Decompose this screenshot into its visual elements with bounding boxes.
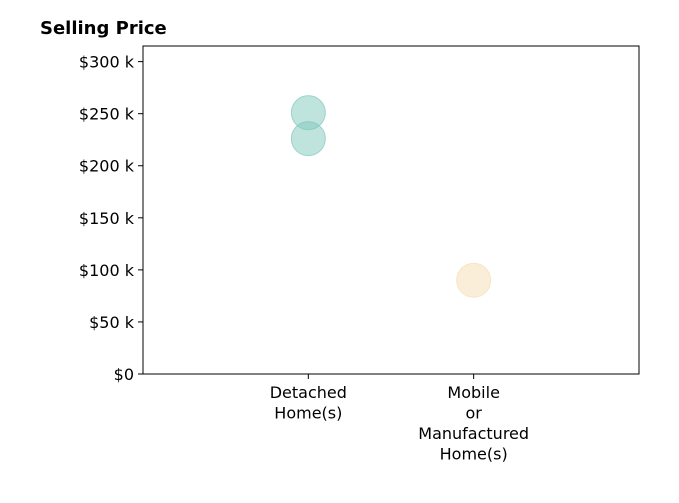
scatter-points [290,95,492,298]
y-tick-label: $300 k [79,53,135,72]
x-tick-label-line: Manufactured [418,424,529,443]
x-tick-label-line: Mobile [447,383,499,402]
x-tick-label-line: Detached [270,383,347,402]
y-tick-label: $150 k [79,209,135,228]
data-point [290,121,326,157]
x-tick-label-line: or [465,404,482,423]
data-point [456,262,492,298]
y-tick-label: $200 k [79,157,135,176]
y-tick-label: $100 k [79,261,135,280]
plot-frame [142,45,640,375]
x-tick-label-line: Home(s) [274,404,342,423]
y-axis: $0 $50 k $100 k $150 k $200 k $250 k $300 k [79,53,143,384]
chart-title: Selling Price [40,18,167,39]
x-axis: Detached Home(s) Mobile or Manufactured Home(… [270,374,529,464]
y-tick-label: $50 k [89,313,135,332]
y-tick-label: $0 [114,365,134,384]
x-tick-label: Detached Home(s) [270,383,347,423]
x-tick-label-line: Home(s) [440,445,508,464]
y-tick-label: $250 k [79,105,135,124]
x-tick-label: Mobile or Manufactured Home(s) [418,383,529,464]
